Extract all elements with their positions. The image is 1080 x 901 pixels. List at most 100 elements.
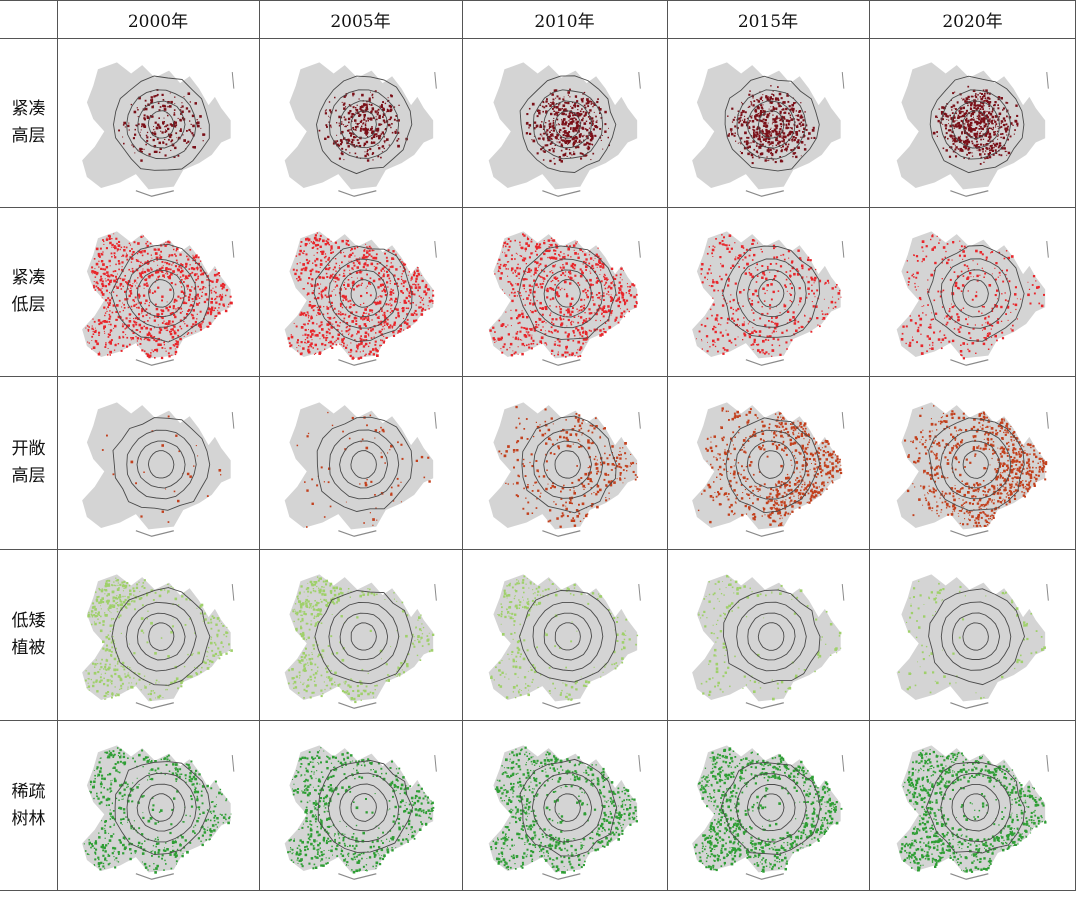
ring-road [720, 761, 821, 855]
ring-road [137, 612, 186, 661]
map-svg [488, 574, 641, 709]
map-svg [692, 402, 845, 537]
ring-road [328, 601, 400, 672]
map-panel [869, 376, 1076, 549]
ring-road [758, 793, 785, 822]
boundary-line [950, 702, 989, 709]
boundary-line [950, 359, 989, 366]
map-panel [462, 38, 667, 207]
ring-road [113, 75, 210, 171]
map-svg [896, 62, 1049, 197]
ring-road [735, 773, 807, 843]
ring-road [757, 622, 785, 651]
ring-road [746, 440, 796, 489]
district-outline [488, 574, 638, 702]
grid-line-horizontal [0, 38, 1076, 39]
landcover-dots [498, 405, 639, 528]
boundary-line [338, 190, 377, 197]
boundary-line [1046, 584, 1049, 601]
map-svg [82, 402, 235, 537]
grid-line-horizontal [0, 376, 1076, 377]
map-panel [667, 38, 869, 207]
row-label-line-1: 低矮 [11, 610, 46, 631]
landcover-dots [489, 233, 638, 358]
grid-line-vertical [259, 0, 260, 891]
map-svg [82, 231, 235, 366]
ring-road [928, 588, 1025, 686]
row-label: 低矮 植被 [0, 549, 57, 720]
row-label-line-1: 开敞 [11, 438, 46, 459]
map-panel [57, 207, 259, 376]
ring-road [533, 429, 604, 499]
district-outline [896, 745, 1046, 873]
ring-road [350, 622, 377, 651]
landcover-dots [490, 575, 639, 701]
ring-road [543, 269, 592, 318]
map-svg [896, 745, 1049, 880]
map-panel [667, 549, 869, 720]
map-panel [869, 720, 1076, 891]
ring-road [940, 429, 1012, 500]
ring-road [110, 243, 210, 343]
grid-line-vertical [869, 0, 870, 891]
ring-road [927, 245, 1025, 342]
column-header: 2010年 [534, 11, 595, 32]
ring-road [147, 110, 175, 139]
ring-road [962, 793, 989, 822]
boundary-line [950, 873, 989, 880]
ring-road [962, 622, 989, 651]
ring-road [758, 279, 785, 308]
ring-road [148, 279, 175, 308]
landcover-dots [101, 415, 222, 523]
ring-road [951, 783, 1001, 832]
ring-road [554, 450, 581, 479]
boundary-line [231, 241, 235, 258]
row-label: 开敞 高层 [0, 376, 57, 549]
ring-road [126, 772, 197, 843]
landcover-dots [898, 580, 1046, 700]
map-panel [57, 38, 259, 207]
landcover-dots [694, 747, 843, 873]
ring-road [940, 773, 1012, 843]
map-svg [82, 62, 235, 197]
grid-line-horizontal [0, 720, 1076, 721]
map-svg [692, 745, 845, 880]
ring-road [136, 440, 186, 489]
district-outline [82, 574, 231, 702]
district-outline [896, 574, 1046, 702]
row-label: 紧凑 低层 [0, 207, 57, 376]
ring-road [735, 429, 807, 500]
ring-road [543, 783, 593, 832]
boundary-line [434, 412, 437, 429]
ring-road [350, 279, 377, 308]
ring-road [317, 760, 414, 853]
column-header: 2000年 [127, 11, 189, 32]
row-label-line-2: 高层 [11, 125, 46, 146]
ring-road [328, 89, 400, 159]
district-outline [82, 62, 231, 190]
boundary-line [338, 702, 377, 709]
ring-road [735, 258, 807, 328]
boundary-line [135, 190, 174, 197]
ring-road [111, 587, 211, 686]
map-panel [667, 207, 869, 376]
grid-line-horizontal [0, 549, 1076, 550]
boundary-line [231, 72, 235, 89]
ring-road [519, 758, 618, 857]
ring-road [543, 440, 593, 488]
ring-road [951, 612, 1001, 660]
landcover-dots [900, 234, 1045, 360]
map-svg [692, 62, 845, 197]
map-panel [57, 720, 259, 891]
ring-road [350, 450, 377, 479]
map-svg [896, 231, 1049, 366]
map-panel [869, 207, 1076, 376]
boundary-line [1046, 241, 1049, 258]
ring-road [747, 612, 796, 661]
ring-road [329, 429, 400, 500]
boundary-line [638, 755, 641, 772]
ring-road [951, 269, 1000, 318]
map-svg [692, 231, 845, 366]
boundary-line [542, 702, 581, 709]
